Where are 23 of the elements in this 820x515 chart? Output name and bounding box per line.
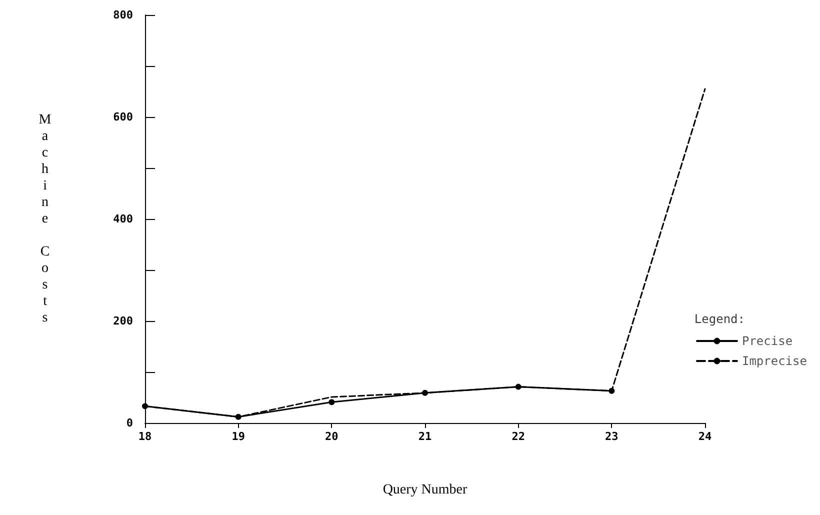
- x-axis-title: Query Number: [382, 482, 468, 498]
- text: Machine Costs: [38, 112, 52, 326]
- point: [515, 384, 522, 390]
- point: [328, 399, 335, 406]
- x-tick-label: 19: [232, 430, 245, 443]
- x-tick-label: 21: [418, 430, 432, 443]
- y-tick-label: 600: [113, 110, 133, 124]
- point: [142, 403, 148, 410]
- y-tick-label: 200: [113, 314, 133, 328]
- legend-label: Precise: [742, 334, 793, 348]
- legend-label: Imprecise: [742, 354, 808, 368]
- x-tick-label: 22: [512, 430, 525, 443]
- x-tick-label: 18: [138, 430, 152, 443]
- y-tick-label: 400: [113, 212, 133, 226]
- point: [235, 414, 242, 420]
- y-tick-label: 800: [113, 8, 133, 22]
- y-tick-label: 0: [126, 416, 133, 430]
- x-tick-label: 20: [325, 430, 338, 443]
- point: [608, 388, 615, 394]
- point: [422, 390, 428, 396]
- x-tick-label: 23: [605, 430, 618, 443]
- x-tick-label: 24: [698, 430, 712, 443]
- legend-title: Legend:: [694, 312, 746, 326]
